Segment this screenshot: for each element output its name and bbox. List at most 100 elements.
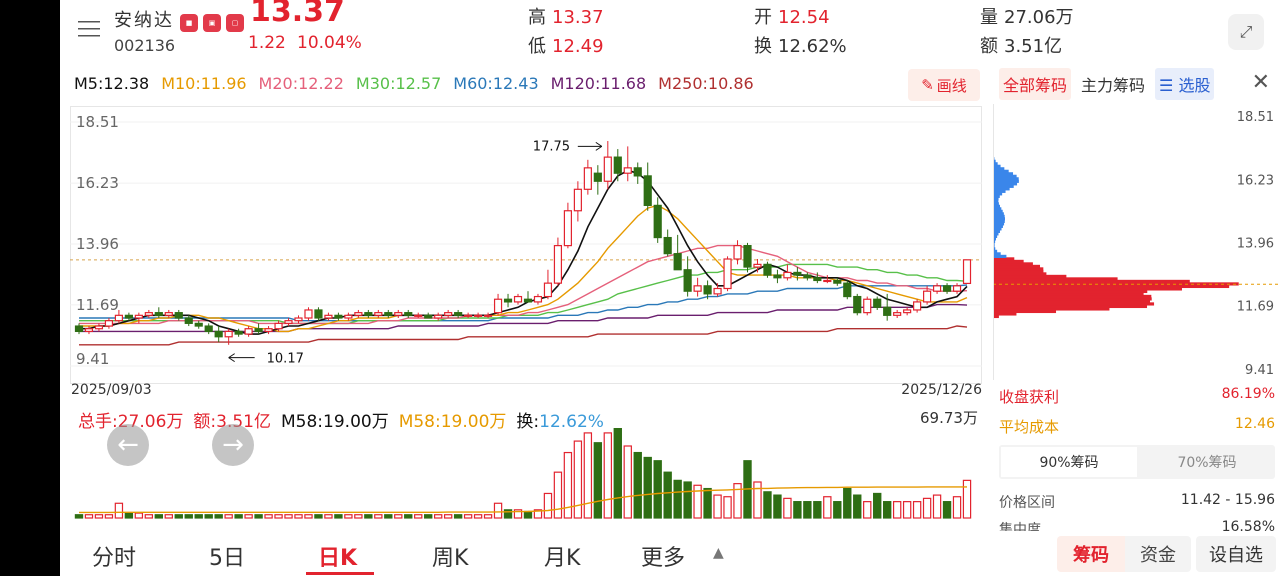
- tab-90-chips[interactable]: 90%筹码: [1001, 447, 1137, 477]
- range-row: 价格区间 11.42 - 15.96: [999, 492, 1275, 512]
- prev-arrow-button[interactable]: ←: [107, 424, 149, 466]
- chip-bar: [993, 192, 1003, 196]
- chip-bar: [993, 252, 1001, 256]
- kline-chart[interactable]: 18.51 16.23 13.96 11.69 9.41 17.75 10.17: [70, 106, 982, 384]
- candle-body: [583, 167, 592, 190]
- next-arrow-button[interactable]: →: [212, 424, 254, 466]
- ma120-value: M120:11.68: [550, 74, 647, 93]
- volume-bar: [204, 514, 213, 519]
- chip-bar: [993, 232, 999, 236]
- chip-bar: [993, 194, 1000, 198]
- avg-cost-label: 平均成本: [999, 418, 1060, 436]
- volume-bar: [184, 514, 193, 519]
- tab-monthly-k[interactable]: 月K: [544, 546, 581, 571]
- tab-daily-k[interactable]: 日K: [318, 546, 358, 571]
- caret-up-icon[interactable]: ▲: [713, 545, 724, 561]
- candle-body: [414, 314, 423, 317]
- rotate-screen-icon[interactable]: ⤢: [1228, 14, 1264, 50]
- candle-body: [962, 259, 972, 285]
- add-watchlist-button[interactable]: 设自选: [1196, 536, 1276, 572]
- volume-bar: [533, 509, 543, 519]
- price-change-pct: 10.04%: [297, 33, 362, 53]
- candle-body: [284, 320, 293, 324]
- candle-body: [314, 309, 323, 319]
- chip-bar: [993, 177, 1019, 181]
- candle-body: [613, 156, 622, 174]
- chip-distribution-chart: 18.51 16.23 13.96 11.69 9.41: [993, 104, 1280, 380]
- chip-bar: [993, 269, 1044, 274]
- candle-body: [693, 285, 702, 292]
- volume-bar: [583, 432, 593, 519]
- candle-body: [474, 314, 483, 317]
- chip-button[interactable]: 筹码: [1057, 536, 1125, 572]
- candle-body: [923, 290, 932, 303]
- tab-weekly-k[interactable]: 周K: [432, 546, 469, 571]
- tab-all-chips[interactable]: 全部筹码: [999, 68, 1072, 100]
- tab-more[interactable]: 更多: [641, 546, 686, 571]
- sector-tag-icon[interactable]: ▣: [203, 14, 221, 32]
- list-menu-icon[interactable]: [76, 16, 102, 42]
- quote-volume: 量 27.06万: [980, 7, 1074, 28]
- draw-line-button[interactable]: ✎ 画线: [908, 69, 980, 101]
- candle-body: [324, 314, 333, 319]
- stock-header: 安纳达 002136 ■ ▣ ▢ 13.37 1.22 10.04% 高 13.3…: [60, 0, 1280, 64]
- candle-body: [104, 320, 114, 327]
- quote-amount: 额 3.51亿: [980, 36, 1063, 57]
- candle-body: [803, 274, 812, 279]
- chip-bar: [993, 304, 1148, 309]
- volume-bar: [613, 428, 622, 519]
- chip-y-tick: 9.41: [1245, 363, 1274, 378]
- volume-bar: [803, 501, 812, 519]
- volume-bar: [853, 494, 862, 519]
- volume-bar: [513, 509, 523, 519]
- red-tag-icon[interactable]: ■: [180, 14, 198, 32]
- concentration-row: 集中度 16.58%: [999, 519, 1275, 531]
- volume-bar: [942, 501, 952, 519]
- volume-bar: [823, 496, 832, 519]
- volume-bar: [483, 514, 493, 519]
- candle-body: [464, 314, 473, 317]
- range-value: 11.42 - 15.96: [1180, 492, 1275, 508]
- volume-chart[interactable]: [70, 428, 982, 520]
- close-icon[interactable]: ✕: [1251, 70, 1270, 95]
- chip-bar: [993, 217, 1005, 221]
- volume-bar: [144, 514, 154, 519]
- volume-bar: [124, 512, 134, 519]
- volume-max-label: 69.73万: [920, 409, 978, 427]
- chip-bar: [993, 189, 1006, 193]
- volume-bar: [453, 514, 463, 519]
- chip-bar: [993, 309, 1057, 314]
- fund-button[interactable]: 资金: [1125, 536, 1191, 572]
- chip-bar: [993, 219, 1005, 223]
- volume-ma-line: [79, 486, 967, 514]
- volume-amount: 额:3.51亿: [193, 412, 271, 432]
- tab-stock-select[interactable]: ☰ 选股: [1155, 68, 1215, 100]
- candle-body: [154, 312, 163, 316]
- candle-body: [483, 314, 493, 317]
- tab-intraday[interactable]: 分时: [92, 546, 137, 571]
- tab-5day[interactable]: 5日: [209, 546, 245, 571]
- volume-bar: [833, 501, 842, 519]
- calendar-tag-icon[interactable]: ▢: [226, 14, 244, 32]
- volume-bar: [234, 514, 243, 519]
- candle-body: [533, 295, 543, 303]
- quote-open: 开 12.54: [754, 7, 830, 28]
- ma60-line: [79, 284, 968, 322]
- volume-bar: [873, 492, 882, 519]
- candle-body: [94, 325, 104, 330]
- volume-bar: [104, 514, 114, 519]
- low-arrow-head: [228, 353, 235, 363]
- chip-bar: [993, 264, 1041, 269]
- candle-body: [264, 328, 273, 333]
- candle-body: [563, 210, 572, 247]
- chip-bar: [993, 167, 1005, 171]
- tab-70-chips[interactable]: 70%筹码: [1177, 455, 1237, 471]
- volume-bar: [324, 514, 333, 519]
- y-tick-label: 13.96: [76, 235, 119, 253]
- chip-bar: [993, 182, 1018, 186]
- volume-bar: [174, 514, 183, 519]
- tab-main-chips[interactable]: 主力筹码: [1081, 76, 1146, 95]
- candle-body: [244, 328, 253, 335]
- chip-bar: [993, 257, 1015, 261]
- candle-body: [793, 271, 802, 276]
